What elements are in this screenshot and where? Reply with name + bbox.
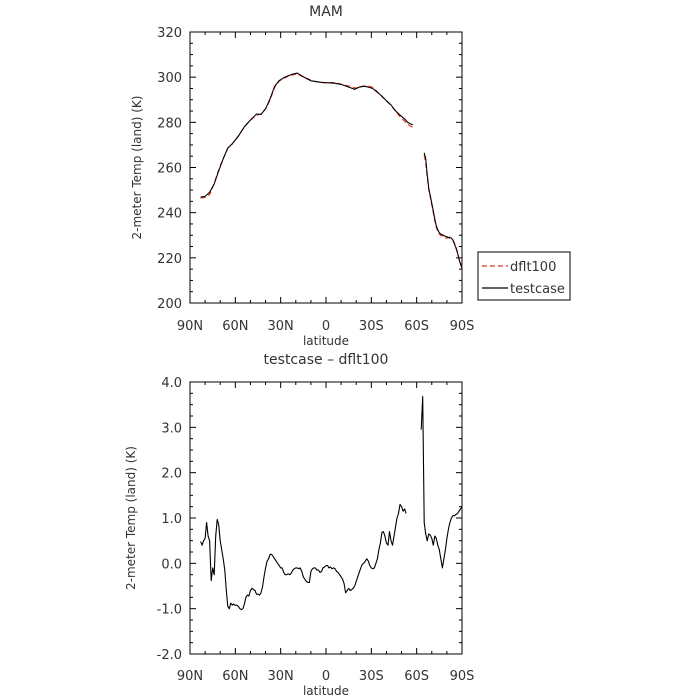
x-tick-label: 0 <box>322 669 330 684</box>
top-panel-mam: MAM 200 220 240 260 280 300 320 90N 60N 30N 0 30S 60S… <box>130 4 571 348</box>
x-tick-label: 90S <box>450 669 475 684</box>
y-tick-label: 3.0 <box>161 421 182 436</box>
plot-frame <box>189 31 463 304</box>
bottom-panel-difference: testcase – dflt100 -2.0 -1.0 0.0 1.0 2.0 3.0 4.… <box>124 352 474 698</box>
testcase-series-line <box>200 72 414 198</box>
y-tick-label: 200 <box>157 297 182 312</box>
difference-series-line <box>200 503 407 611</box>
dflt100-series-line <box>200 73 414 199</box>
y-tick-label: 1.0 <box>161 512 182 527</box>
x-tick-label: 30N <box>268 319 294 334</box>
x-tick-label: 60N <box>222 319 248 334</box>
y-tick-label: 0.0 <box>161 557 182 572</box>
y-tick-label: 260 <box>157 162 182 177</box>
x-tick-label: 60S <box>404 319 429 334</box>
difference-series-line <box>420 395 463 569</box>
legend-label: testcase <box>510 282 565 297</box>
x-axis-label: latitude <box>303 684 349 698</box>
y-tick-label: 4.0 <box>161 376 182 391</box>
x-tick-label: 30S <box>359 319 384 334</box>
y-tick-label: -2.0 <box>157 648 182 663</box>
x-tick-label: 60S <box>404 669 429 684</box>
x-tick-label: 60N <box>222 669 248 684</box>
y-axis-label: 2-meter Temp (land) (K) <box>124 446 138 590</box>
legend-box <box>477 251 571 301</box>
chart-title: testcase – dflt100 <box>264 352 389 368</box>
x-tick-label: 90N <box>177 669 203 684</box>
x-tick-label: 90S <box>450 319 475 334</box>
y-axis-label: 2-meter Temp (land) (K) <box>130 96 144 240</box>
testcase-series-line <box>423 152 463 269</box>
y-tick-label: -1.0 <box>157 603 182 618</box>
y-tick-label: 220 <box>157 252 182 267</box>
legend-label: dflt100 <box>510 260 556 275</box>
x-axis-label: latitude <box>303 334 349 348</box>
chart-title: MAM <box>309 4 343 20</box>
y-tick-label: 280 <box>157 116 182 131</box>
y-tick-label: 320 <box>157 26 182 41</box>
x-tick-label: 90N <box>177 319 203 334</box>
y-tick-label: 300 <box>157 71 182 86</box>
y-tick-label: 240 <box>157 207 182 222</box>
x-tick-label: 30N <box>268 669 294 684</box>
x-tick-label: 30S <box>359 669 384 684</box>
y-tick-label: 2.0 <box>161 467 182 482</box>
x-tick-label: 0 <box>322 319 330 334</box>
